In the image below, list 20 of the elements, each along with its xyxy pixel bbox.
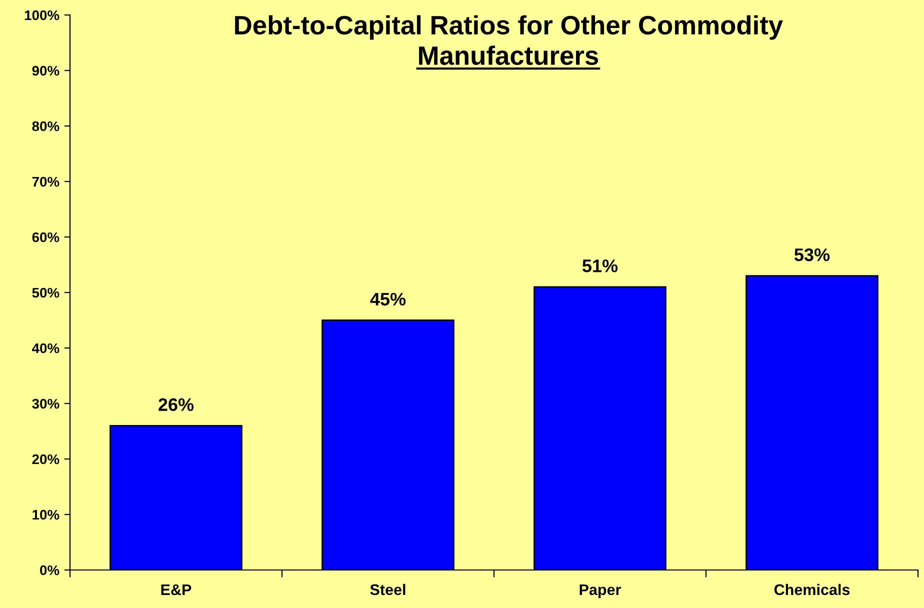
data-label: 51%	[582, 260, 618, 272]
y-tick-label: 20%	[32, 454, 60, 464]
y-tick-label: 70%	[32, 176, 60, 187]
y-tick-label: 0%	[40, 565, 60, 576]
y-tick-label: 30%	[32, 398, 60, 409]
data-label: 53%	[794, 248, 830, 262]
x-tick-label: E&P	[161, 584, 192, 596]
y-tick-label: 10%	[32, 510, 60, 520]
x-tick-label: Steel	[370, 584, 406, 596]
data-label: 45%	[370, 292, 406, 306]
data-label: 26%	[158, 398, 194, 412]
x-tick-label: Chemicals	[774, 584, 850, 596]
y-tick-label: 80%	[32, 121, 60, 132]
x-tick-label: Paper	[580, 584, 621, 598]
y-tick-label: 40%	[32, 343, 60, 354]
y-tick-label: 50%	[32, 288, 60, 298]
y-tick-label: 90%	[32, 66, 60, 76]
y-tick-label: 60%	[32, 232, 60, 242]
y-tick-label: 100%	[24, 10, 60, 20]
chart-title: Debt-to-Capital Ratios for Other Commodity Manufacturers	[235, 15, 783, 65]
